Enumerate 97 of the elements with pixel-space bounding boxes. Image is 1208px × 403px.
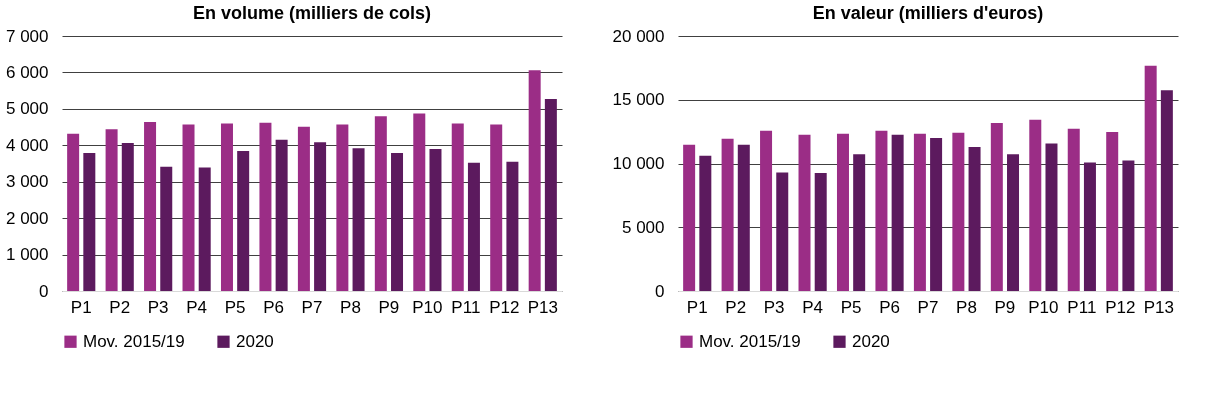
bar bbox=[544, 99, 557, 291]
bar bbox=[737, 144, 750, 291]
x-tick-label: P3 bbox=[763, 297, 785, 317]
bar bbox=[760, 130, 773, 291]
bar bbox=[259, 122, 272, 291]
bar bbox=[1160, 90, 1173, 291]
bar bbox=[699, 155, 712, 291]
bar bbox=[930, 138, 943, 291]
x-tick-label: P13 bbox=[527, 297, 558, 317]
x-tick-label: P11 bbox=[1067, 297, 1097, 317]
bar bbox=[913, 133, 926, 291]
bar bbox=[968, 146, 981, 291]
y-tick-label: 7 000 bbox=[5, 26, 49, 46]
bar bbox=[1067, 128, 1080, 291]
legend-label: 2020 bbox=[236, 331, 274, 351]
y-tick-label: 0 bbox=[655, 281, 665, 301]
bar bbox=[1122, 160, 1135, 291]
x-tick-label: P2 bbox=[725, 297, 747, 317]
x-tick-label: P11 bbox=[451, 297, 481, 317]
bar bbox=[160, 166, 173, 291]
bar bbox=[220, 123, 233, 291]
x-tick-label: P5 bbox=[840, 297, 862, 317]
y-tick-label: 3 000 bbox=[5, 172, 49, 192]
bar bbox=[413, 113, 426, 291]
bar bbox=[528, 70, 541, 291]
bar bbox=[490, 124, 503, 291]
bar bbox=[776, 172, 789, 291]
bar bbox=[67, 133, 80, 291]
bar bbox=[451, 123, 464, 291]
chart-title: En volume (milliers de cols) bbox=[192, 3, 432, 23]
bar bbox=[198, 167, 211, 291]
bar bbox=[814, 173, 827, 291]
bar bbox=[83, 152, 96, 291]
y-tick-label: 2 000 bbox=[5, 208, 49, 228]
legend-label: 2020 bbox=[852, 331, 890, 351]
x-tick-label: P7 bbox=[301, 297, 323, 317]
x-tick-label: P9 bbox=[994, 297, 1016, 317]
x-tick-label: P4 bbox=[802, 297, 824, 317]
x-tick-label: P7 bbox=[917, 297, 939, 317]
bar bbox=[798, 134, 811, 291]
x-tick-label: P6 bbox=[263, 297, 284, 317]
x-tick-label: P12 bbox=[489, 297, 520, 317]
x-tick-label: P3 bbox=[147, 297, 169, 317]
bar bbox=[105, 129, 118, 291]
bar bbox=[336, 124, 349, 291]
bar bbox=[297, 126, 310, 291]
bar bbox=[836, 133, 849, 291]
bar bbox=[891, 134, 904, 291]
x-tick-label: P5 bbox=[224, 297, 246, 317]
x-tick-label: P6 bbox=[879, 297, 900, 317]
bar bbox=[1045, 143, 1058, 291]
bar bbox=[144, 121, 157, 291]
x-tick-label: P1 bbox=[70, 297, 92, 317]
y-tick-label: 10 000 bbox=[612, 154, 665, 173]
bar bbox=[1029, 119, 1042, 291]
bar bbox=[683, 144, 696, 291]
bar bbox=[721, 138, 734, 291]
bar bbox=[182, 124, 195, 291]
x-tick-label: P8 bbox=[340, 297, 361, 317]
y-tick-label: 20 000 bbox=[612, 26, 665, 46]
bar bbox=[467, 162, 480, 291]
bar bbox=[429, 148, 442, 291]
chart-title: En valeur (milliers d'euros) bbox=[812, 3, 1044, 23]
y-tick-label: 4 000 bbox=[5, 135, 49, 155]
bar bbox=[314, 142, 327, 291]
bar bbox=[374, 116, 387, 291]
legend-label: Mov. 2015/19 bbox=[83, 331, 185, 351]
x-tick-label: P2 bbox=[109, 297, 131, 317]
bar bbox=[391, 152, 404, 291]
bar bbox=[237, 151, 250, 291]
bar bbox=[1144, 65, 1157, 291]
bar bbox=[853, 154, 866, 291]
bar bbox=[1007, 154, 1020, 291]
x-tick-label: P13 bbox=[1143, 297, 1174, 317]
y-tick-label: 15 000 bbox=[612, 90, 665, 110]
y-tick-label: 5 000 bbox=[621, 217, 665, 237]
x-tick-label: P10 bbox=[412, 297, 443, 317]
y-tick-label: 6 000 bbox=[5, 62, 49, 82]
x-tick-label: P9 bbox=[378, 297, 400, 317]
bar bbox=[990, 123, 1003, 291]
x-tick-label: P8 bbox=[956, 297, 977, 317]
bar bbox=[952, 132, 965, 291]
bar bbox=[121, 143, 134, 291]
bar bbox=[1083, 162, 1096, 291]
bar bbox=[352, 148, 365, 291]
legend-label: Mov. 2015/19 bbox=[699, 331, 801, 351]
bar bbox=[875, 130, 888, 291]
bar bbox=[1106, 132, 1119, 291]
bar bbox=[275, 139, 288, 291]
x-tick-label: P10 bbox=[1028, 297, 1059, 317]
y-tick-label: 0 bbox=[39, 281, 49, 301]
x-tick-label: P4 bbox=[186, 297, 208, 317]
bar bbox=[506, 161, 519, 291]
y-tick-label: 1 000 bbox=[5, 245, 49, 265]
x-tick-label: P1 bbox=[686, 297, 708, 317]
x-tick-label: P12 bbox=[1105, 297, 1136, 317]
y-tick-label: 5 000 bbox=[5, 99, 49, 119]
